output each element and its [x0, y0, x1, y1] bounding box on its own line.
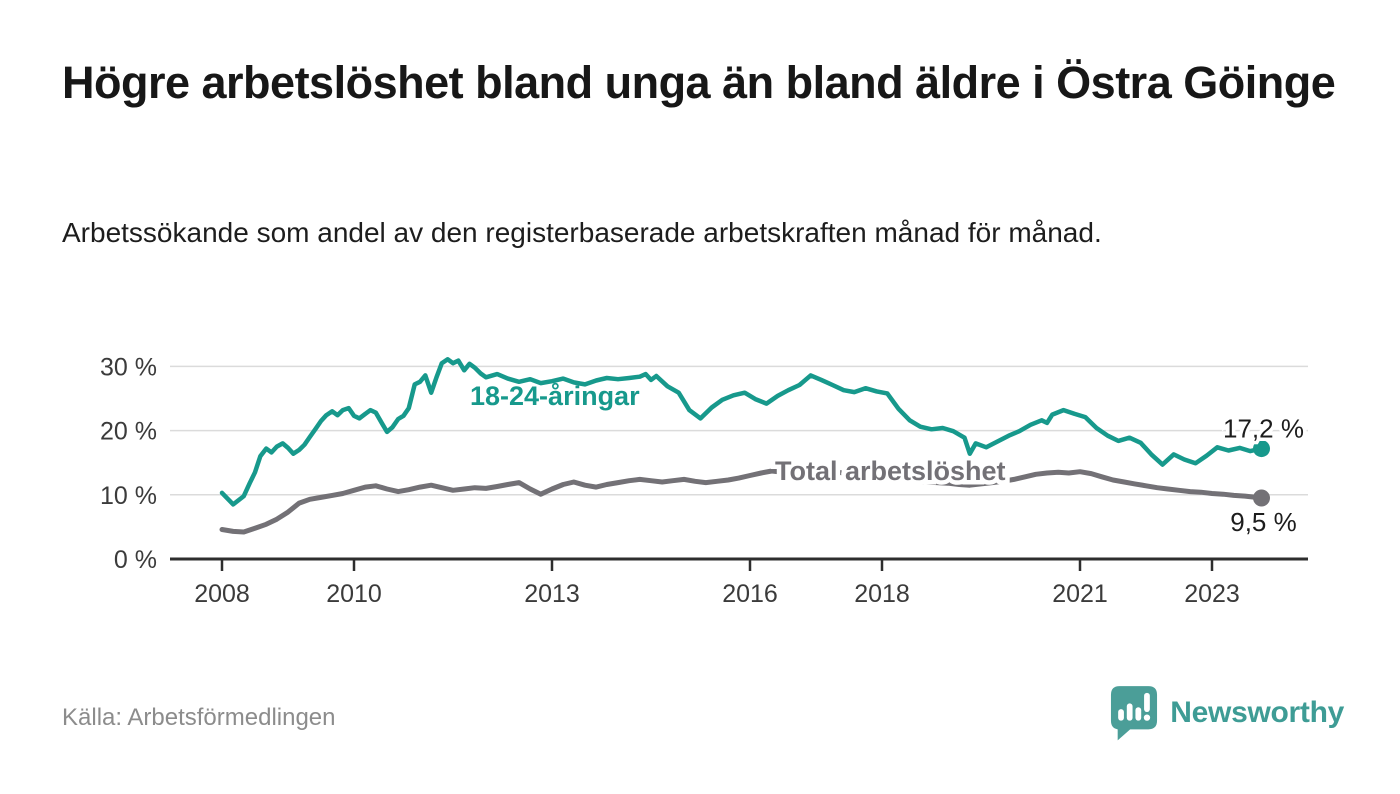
chart-title: Högre arbetslöshet bland unga än bland ä… [62, 57, 1336, 108]
series-label-youth: 18-24-åringar [470, 381, 640, 411]
series-line-youth [219, 357, 1264, 507]
y-tick-label: 0 % [114, 546, 157, 574]
y-tick-label: 10 % [100, 482, 157, 510]
end-value-label-youth: 17,2 % [1223, 414, 1304, 444]
chart-subtitle: Arbetssökande som andel av den registerb… [62, 217, 1102, 248]
series-end-dot-youth [1253, 440, 1270, 458]
y-tick-label: 30 % [100, 353, 157, 381]
exclamation-dot [1144, 714, 1151, 721]
exclamation-bar [1144, 692, 1151, 713]
x-tick-label: 2016 [722, 580, 778, 608]
newsworthy-logo-text: Newsworthy [1170, 696, 1344, 729]
series-line-total [219, 466, 1264, 535]
newsworthy-logo: Newsworthy [1110, 684, 1344, 742]
series-label-total: Total arbetslöshet [775, 456, 1006, 486]
end-value-label-total: 9,5 % [1230, 507, 1297, 537]
bar-3 [1135, 707, 1142, 721]
x-tick-label: 2013 [524, 580, 580, 608]
x-tick-label: 2018 [854, 580, 910, 608]
newsworthy-logo-icon [1111, 686, 1158, 741]
x-tick-label: 2008 [194, 580, 250, 608]
bar-1 [1118, 709, 1125, 721]
source-attribution: Källa: Arbetsförmedlingen [62, 704, 336, 731]
y-tick-label: 20 % [100, 418, 157, 446]
series-end-dot-total [1253, 489, 1270, 507]
x-tick-label: 2023 [1184, 580, 1240, 608]
bar-2 [1127, 703, 1133, 721]
x-tick-label: 2021 [1052, 580, 1108, 608]
x-tick-label: 2010 [326, 580, 382, 608]
speech-bubble-shape [1111, 686, 1158, 741]
